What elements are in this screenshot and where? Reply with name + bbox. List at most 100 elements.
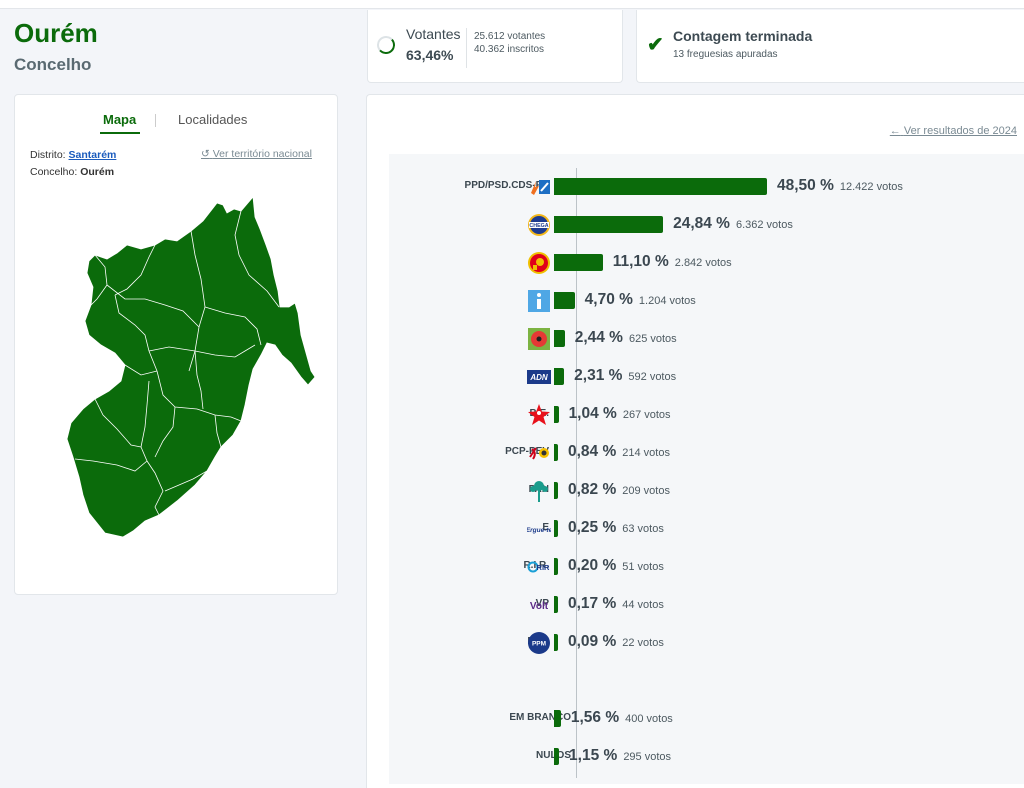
result-votes: 6.362 votos: [735, 219, 793, 231]
result-bar: [554, 748, 560, 765]
result-bar: [554, 254, 603, 271]
count-status-detail: 13 freguesias apuradas: [673, 49, 778, 60]
result-percent: 2,44 %: [574, 329, 623, 346]
page-title: Ourém: [14, 18, 98, 48]
chega-logo: CHEGA: [527, 213, 551, 237]
ourem-parish-map[interactable]: [66, 196, 315, 538]
party-row[interactable]: B.E.1,04 %267 votos: [389, 402, 1024, 428]
party-label: VP: [535, 598, 549, 609]
municipality-info: Concelho: Ourém: [30, 166, 114, 178]
turnout-label: Votantes: [406, 26, 461, 42]
svg-text:RIR: RIR: [537, 563, 551, 572]
result-votes: 1.204 votos: [638, 295, 696, 307]
result-percent: 0,25 %: [568, 519, 617, 536]
result-votes: 267 votos: [622, 409, 671, 421]
party-row[interactable]: PPD/PSD.CDS-PP 48,50 % 12.422 votos: [389, 174, 1024, 200]
ad-logo: [527, 175, 551, 199]
chart-axis-line: [576, 168, 577, 778]
svg-text:Ergue-te: Ergue-te: [527, 527, 551, 534]
result-percent: 1,15 %: [569, 747, 618, 764]
party-row[interactable]: PS11,10 %2.842 votos: [389, 250, 1024, 276]
party-row[interactable]: VP Volt 0,17 % 44 votos: [389, 592, 1024, 618]
voters-count: 25.612 votantes: [474, 31, 546, 42]
result-bar: [554, 596, 558, 613]
result-percent: 2,31 %: [574, 367, 623, 384]
result-votes: 12.422 votos: [839, 181, 903, 193]
ergue-te-logo: Ergue-te: [526, 517, 553, 541]
result-percent: 0,09 %: [568, 633, 617, 650]
municipality-value: Ourém: [80, 166, 115, 178]
result-value: 2,31 % 592 votos: [574, 367, 676, 385]
result-percent: 0,20 %: [568, 557, 617, 574]
result-bar: [554, 634, 558, 651]
party-label: PPD/PSD.CDS-PP: [464, 180, 549, 191]
party-row[interactable]: R.I.R. RIR 0,20 % 51 votos: [389, 554, 1024, 580]
result-percent: 0,84 %: [568, 443, 617, 460]
result-votes: 400 votos: [625, 713, 673, 725]
adn-logo: ADN: [527, 365, 551, 389]
other-votes-row[interactable]: NULOS1,15 % 295 votos: [389, 744, 1024, 770]
party-row[interactable]: ADNADN2,31 %592 votos: [389, 364, 1024, 390]
result-votes: 209 votos: [622, 485, 670, 497]
result-votes: 63 votos: [622, 523, 664, 535]
pan-logo: [527, 479, 551, 503]
result-value: 0,09 % 22 votos: [568, 633, 664, 651]
party-row[interactable]: L2,44 %625 votos: [389, 326, 1024, 352]
tab-map[interactable]: Mapa: [103, 112, 137, 127]
result-bar: [554, 216, 664, 233]
tab-localities[interactable]: Localidades: [178, 112, 248, 127]
divider: [466, 28, 467, 68]
result-votes: 44 votos: [622, 599, 664, 611]
result-bar: [554, 292, 575, 309]
result-bar: [554, 368, 565, 385]
result-bar: [554, 482, 558, 499]
national-territory-link[interactable]: ↺ Ver território nacional: [201, 148, 312, 160]
tab-separator: [155, 114, 156, 127]
municipality-map[interactable]: [45, 195, 315, 540]
result-bar: [554, 444, 558, 461]
party-row[interactable]: PCP-PEV 0,84 % 214 votos: [389, 440, 1024, 466]
national-territory-label: Ver território nacional: [212, 148, 312, 160]
svg-text:ADN: ADN: [529, 373, 548, 382]
result-bar: [554, 710, 561, 727]
party-row[interactable]: PPMPPM0,09 %22 votos: [389, 630, 1024, 656]
result-value: 4,70 % 1.204 votos: [585, 291, 696, 309]
be-logo: [527, 403, 551, 427]
turnout-percent: 63,46%: [406, 47, 454, 63]
result-votes: 51 votos: [622, 561, 664, 573]
check-icon: ✔: [647, 34, 664, 56]
result-votes: 214 votos: [622, 447, 670, 459]
result-value: 2,44 % 625 votos: [575, 329, 677, 347]
result-value: 24,84 % 6.362 votos: [673, 215, 793, 233]
rir-logo: RIR: [527, 555, 551, 579]
previous-results-link[interactable]: ← Ver resultados de 2024: [890, 125, 1017, 137]
municipality-label: Concelho:: [30, 166, 78, 178]
svg-text:CHEGA: CHEGA: [529, 223, 548, 229]
party-row[interactable]: E Ergue-te 0,25 % 63 votos: [389, 516, 1024, 542]
results-panel: ← Ver resultados de 2024 PPD/PSD.CDS-PP 4…: [366, 94, 1024, 788]
district-link[interactable]: Santarém: [68, 149, 117, 161]
result-percent: 24,84 %: [673, 215, 730, 232]
party-row[interactable]: IL4,70 %1.204 votos: [389, 288, 1024, 314]
result-bar: [554, 178, 767, 195]
ppm-logo: PPM: [527, 631, 551, 655]
result-votes: 295 votos: [623, 751, 672, 763]
turnout-card: Votantes 63,46% 25.612 votantes 40.362 i…: [367, 10, 623, 83]
result-value: 0,20 % 51 votos: [568, 557, 664, 575]
count-status-title: Contagem terminada: [673, 28, 813, 44]
result-bar: [554, 558, 558, 575]
ps-logo: [527, 251, 551, 275]
result-percent: 48,50 %: [777, 177, 834, 194]
svg-text:Volt: Volt: [530, 601, 549, 612]
other-votes-row[interactable]: EM BRANCO 1,56 % 400 votos: [389, 706, 1024, 732]
map-panel: Mapa Localidades Distrito: Santarém Conc…: [14, 94, 338, 595]
party-row[interactable]: PAN0,82 %209 votos: [389, 478, 1024, 504]
arrow-left-icon: ←: [889, 125, 901, 137]
district-label: Distrito:: [30, 149, 66, 161]
il-logo: [527, 289, 551, 313]
result-value: 0,84 % 214 votos: [568, 443, 670, 461]
party-row[interactable]: CHCHEGA24,84 %6.362 votos: [389, 212, 1024, 238]
result-value: 1,04 % 267 votos: [569, 405, 671, 423]
result-value: 0,25 % 63 votos: [568, 519, 664, 537]
